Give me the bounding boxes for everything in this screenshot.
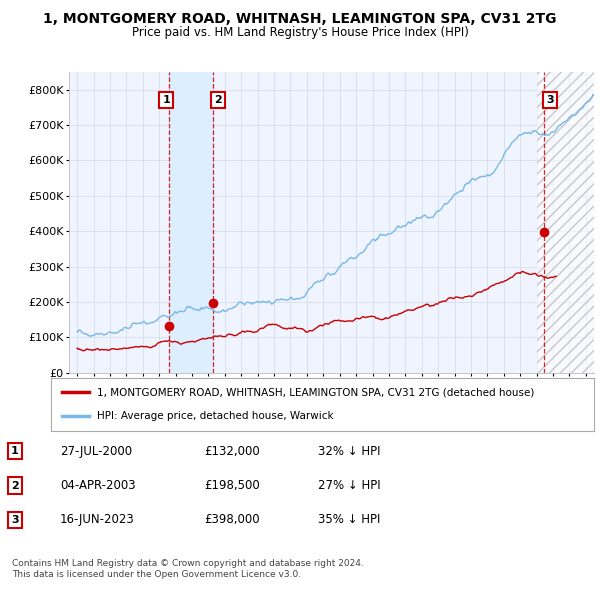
Text: Contains HM Land Registry data © Crown copyright and database right 2024.: Contains HM Land Registry data © Crown c… (12, 559, 364, 568)
Text: £198,500: £198,500 (204, 479, 260, 492)
Text: 2: 2 (215, 96, 223, 105)
Text: 2: 2 (11, 481, 19, 490)
Text: £398,000: £398,000 (204, 513, 260, 526)
Text: 35% ↓ HPI: 35% ↓ HPI (318, 513, 380, 526)
Bar (536, 72, 594, 373)
Bar (169, 72, 213, 373)
Text: 1, MONTGOMERY ROAD, WHITNASH, LEAMINGTON SPA, CV31 2TG: 1, MONTGOMERY ROAD, WHITNASH, LEAMINGTON… (43, 12, 557, 26)
Text: 04-APR-2003: 04-APR-2003 (60, 479, 136, 492)
Text: 1, MONTGOMERY ROAD, WHITNASH, LEAMINGTON SPA, CV31 2TG (detached house): 1, MONTGOMERY ROAD, WHITNASH, LEAMINGTON… (97, 388, 535, 398)
Text: HPI: Average price, detached house, Warwick: HPI: Average price, detached house, Warw… (97, 411, 334, 421)
Text: Price paid vs. HM Land Registry's House Price Index (HPI): Price paid vs. HM Land Registry's House … (131, 26, 469, 39)
Text: This data is licensed under the Open Government Licence v3.0.: This data is licensed under the Open Gov… (12, 571, 301, 579)
Text: 3: 3 (11, 515, 19, 525)
Text: £132,000: £132,000 (204, 445, 260, 458)
Text: 32% ↓ HPI: 32% ↓ HPI (318, 445, 380, 458)
Text: 27-JUL-2000: 27-JUL-2000 (60, 445, 132, 458)
Text: 1: 1 (11, 447, 19, 456)
Text: 27% ↓ HPI: 27% ↓ HPI (318, 479, 380, 492)
Text: 1: 1 (162, 96, 170, 105)
Text: 16-JUN-2023: 16-JUN-2023 (60, 513, 135, 526)
Bar (536, 72, 594, 373)
Text: 3: 3 (546, 96, 554, 105)
